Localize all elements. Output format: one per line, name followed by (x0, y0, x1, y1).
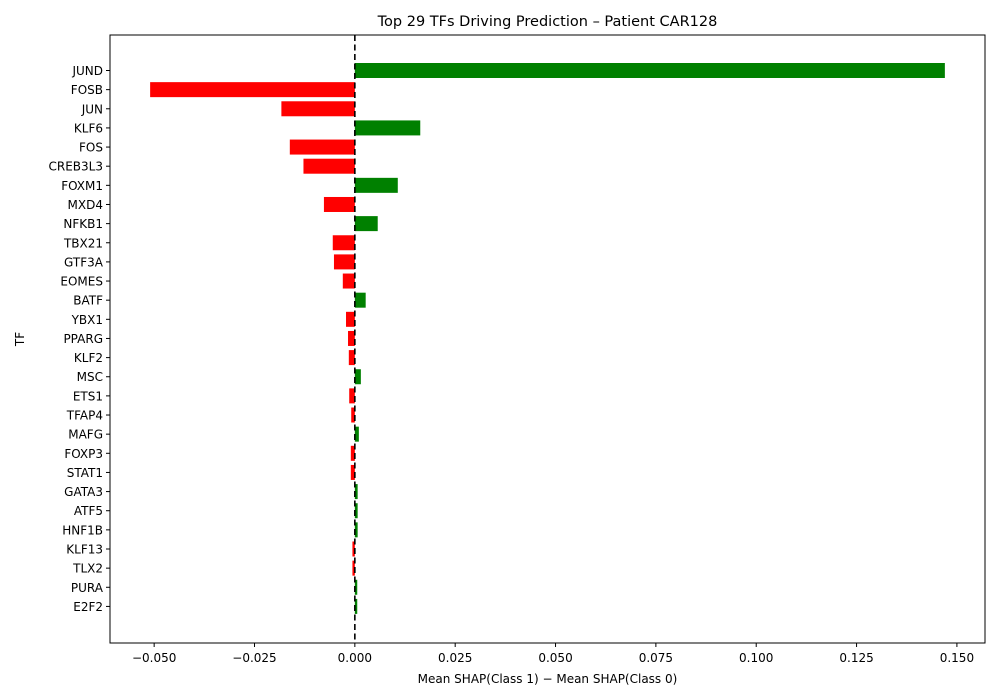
bar-atf5 (354, 503, 358, 519)
y-tick-label-tfap4: TFAP4 (66, 409, 103, 423)
y-tick-label-pparg: PPARG (63, 332, 103, 346)
y-tick-label-mxd4: MXD4 (68, 198, 103, 212)
y-tick-label-fos: FOS (79, 141, 103, 155)
chart-title: Top 29 TFs Driving Prediction – Patient … (377, 14, 718, 30)
y-tick-label-nfkb1: NFKB1 (63, 217, 103, 231)
bar-klf6 (354, 120, 421, 136)
x-tick-label: 0.125 (839, 651, 873, 665)
bar-gata3 (354, 484, 358, 500)
y-tick-label-tbx21: TBX21 (63, 236, 103, 250)
bar-ybx1 (346, 311, 355, 327)
bar-eomes (342, 273, 355, 289)
y-tick-label-stat1: STAT1 (67, 466, 103, 480)
y-tick-label-msc: MSC (77, 370, 103, 384)
bar-jund (354, 63, 945, 78)
bar-creb3l3 (303, 158, 355, 174)
bar-batf (354, 292, 366, 308)
bar-e2f2 (354, 598, 358, 614)
bar-foxm1 (354, 177, 398, 193)
y-axis-title: TF (13, 332, 27, 347)
y-tick-label-ets1: ETS1 (73, 389, 103, 403)
plot-frame (109, 34, 986, 644)
y-tick-label-hnf1b: HNF1B (62, 523, 103, 537)
x-tick-label: 0.100 (739, 651, 773, 665)
bar-foxp3 (350, 445, 355, 461)
bar-klf13 (352, 541, 355, 557)
y-tick-label-creb3l3: CREB3L3 (49, 160, 104, 174)
x-axis-title: Mean SHAP(Class 1) − Mean SHAP(Class 0) (418, 672, 678, 686)
y-tick-label-ybx1: YBX1 (71, 313, 103, 327)
x-axis: −0.050 −0.025 0.000 0.025 0.050 0.075 0.100 0.1… (132, 643, 974, 665)
bar-nfkb1 (354, 216, 378, 232)
x-tick-label: 0.150 (940, 651, 974, 665)
y-tick-label-foxp3: FOXP3 (64, 447, 103, 461)
bar-fos (289, 139, 355, 155)
y-tick-label-tlx2: TLX2 (72, 562, 103, 576)
y-tick-label-gtf3a: GTF3A (64, 255, 104, 269)
bar-fosb (150, 82, 355, 98)
bar-jun (281, 101, 355, 117)
y-tick-label-pura: PURA (71, 581, 104, 595)
bar-tfap4 (351, 407, 355, 423)
bar-gtf3a (333, 254, 355, 270)
y-tick-label-foxm1: FOXM1 (61, 179, 103, 193)
bar-pparg (348, 330, 355, 346)
x-tick-label: 0.025 (438, 651, 472, 665)
x-tick-label: −0.025 (232, 651, 276, 665)
x-tick-label: 0.050 (538, 651, 572, 665)
bar-mafg (354, 426, 359, 442)
bar-ets1 (349, 388, 355, 404)
bar-stat1 (350, 464, 355, 480)
y-tick-label-fosb: FOSB (71, 83, 103, 97)
y-tick-label-gata3: GATA3 (64, 485, 103, 499)
y-tick-label-mafg: MAFG (68, 428, 103, 442)
x-tick-label: 0.000 (338, 651, 372, 665)
bar-tbx21 (332, 235, 355, 251)
y-tick-label-batf: BATF (73, 294, 103, 308)
y-tick-label-jun: JUN (81, 102, 103, 116)
bars-layer (150, 63, 945, 614)
bar-mxd4 (323, 196, 355, 212)
bar-klf2 (348, 350, 355, 366)
y-tick-label-jund: JUND (71, 64, 103, 78)
y-tick-label-klf2: KLF2 (74, 351, 103, 365)
y-tick-label-klf6: KLF6 (74, 121, 103, 135)
x-tick-label: 0.075 (639, 651, 673, 665)
bar-tlx2 (352, 560, 355, 576)
bar-msc (354, 369, 361, 385)
x-tick-label: −0.050 (132, 651, 176, 665)
y-tick-label-eomes: EOMES (60, 275, 103, 289)
y-tick-label-klf13: KLF13 (66, 543, 103, 557)
bar-pura (354, 579, 358, 595)
y-tick-label-e2f2: E2F2 (73, 600, 103, 614)
y-axis: JUND FOSB JUN KLF6 FOS CREB3L3 FOXM1 MXD4 NFKB1 T… (49, 64, 110, 614)
bar-hnf1b (354, 522, 358, 538)
y-tick-label-atf5: ATF5 (74, 504, 103, 518)
